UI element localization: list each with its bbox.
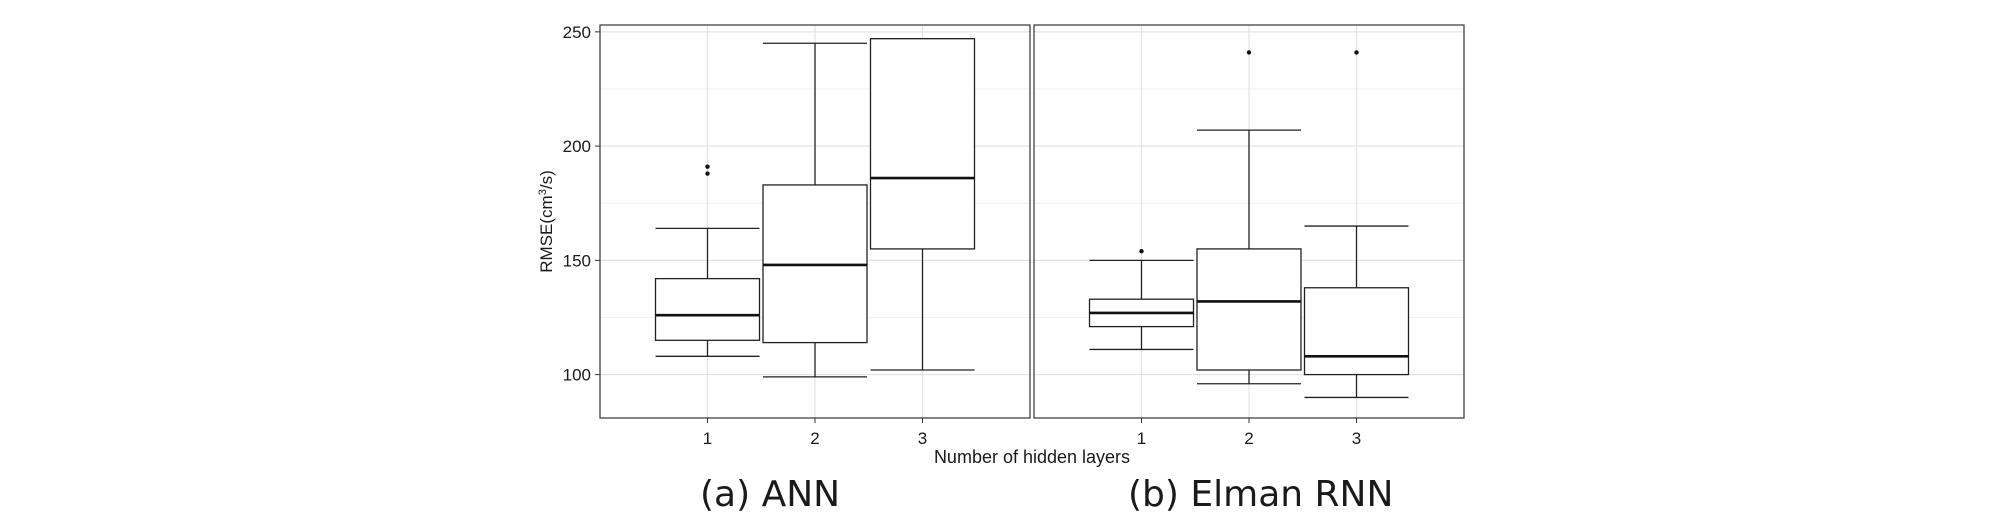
x-tick-label: 1 bbox=[1137, 429, 1146, 448]
box-iqr bbox=[1196, 248, 1302, 371]
panel-1-border bbox=[599, 24, 1031, 419]
y-tick-label: 200 bbox=[563, 137, 591, 156]
outlier-point bbox=[1139, 249, 1144, 254]
panel-caption-elman-rnn: (b) Elman RNN bbox=[1128, 474, 1394, 515]
x-tick-label: 2 bbox=[1244, 429, 1253, 448]
outlier-point bbox=[1354, 50, 1359, 55]
panel-2-border bbox=[1033, 24, 1465, 419]
box-iqr bbox=[654, 277, 761, 341]
outlier-point bbox=[1246, 50, 1252, 55]
x-tick-label: 1 bbox=[703, 429, 712, 448]
box-iqr bbox=[1303, 287, 1410, 376]
x-axis-label: Number of hidden layers bbox=[934, 447, 1130, 467]
y-tick-label: 150 bbox=[563, 251, 591, 270]
panel-caption-ann: (a) ANN bbox=[700, 474, 841, 515]
y-tick-label: 100 bbox=[563, 366, 591, 385]
y-tick-label: 250 bbox=[563, 23, 591, 42]
outlier-point bbox=[705, 171, 710, 176]
x-tick-label: 3 bbox=[918, 429, 927, 448]
outlier-point bbox=[705, 164, 710, 169]
x-tick-label: 2 bbox=[810, 429, 819, 448]
box-iqr bbox=[869, 38, 976, 250]
x-tick-label: 3 bbox=[1352, 429, 1361, 448]
y-axis-label: RMSE(cm3/s) bbox=[537, 170, 556, 272]
